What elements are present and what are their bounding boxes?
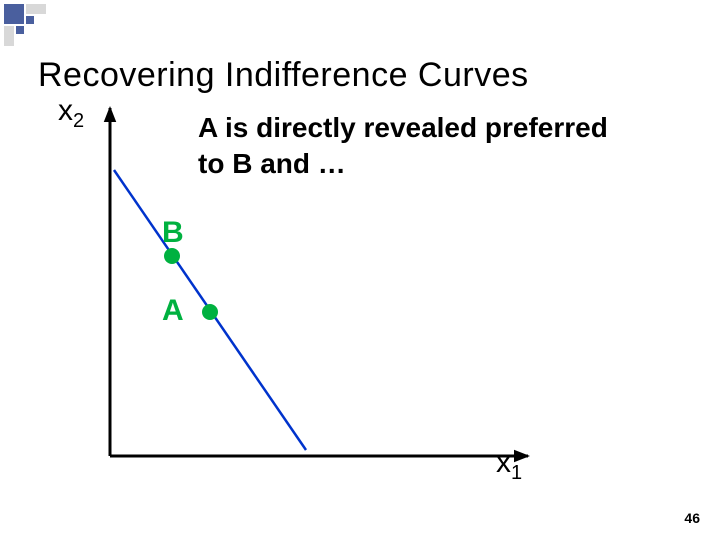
y-axis-sub: 2	[73, 110, 84, 132]
x-axis-label: x1	[496, 446, 522, 485]
decor-square	[26, 4, 46, 14]
slide: Recovering Indifference Curves x2 A is d…	[0, 0, 720, 540]
y-axis-label: x2	[58, 94, 84, 133]
decor-square	[4, 4, 24, 24]
x-axis-base: x	[496, 446, 511, 479]
y-axis-base: x	[58, 94, 73, 127]
decor-square	[4, 26, 14, 46]
page-number: 46	[684, 510, 700, 526]
x-axis-sub: 1	[511, 462, 522, 484]
point-label-a: A	[162, 294, 184, 328]
chart-area: B A	[90, 98, 530, 478]
slide-title: Recovering Indifference Curves	[38, 56, 529, 95]
point-label-b: B	[162, 216, 184, 250]
decor-square	[26, 16, 34, 24]
chart-svg	[90, 98, 530, 478]
decor-square	[16, 26, 24, 34]
